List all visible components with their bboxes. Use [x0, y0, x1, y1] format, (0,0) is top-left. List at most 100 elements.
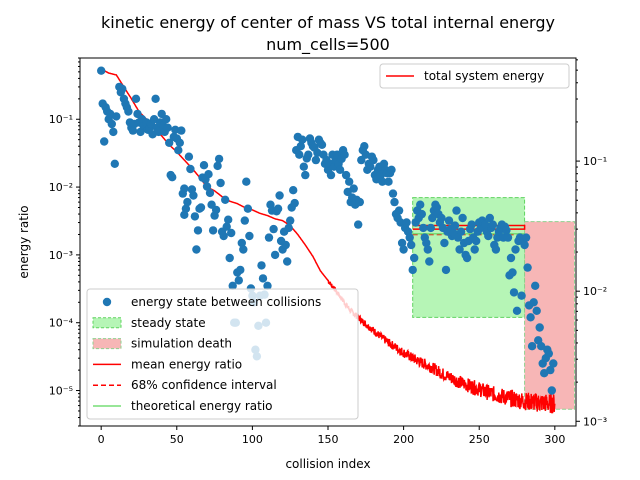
x-tick-label: 250: [469, 433, 490, 446]
legend-main-label: energy state between collisions: [131, 295, 321, 309]
data-point: [529, 298, 538, 307]
data-point: [426, 223, 435, 233]
data-point: [360, 142, 369, 151]
data-point: [402, 218, 411, 227]
data-point: [458, 213, 467, 223]
data-point: [417, 209, 426, 219]
data-point: [128, 126, 138, 135]
data-point: [345, 177, 354, 186]
data-point: [283, 257, 292, 266]
data-point: [151, 94, 160, 104]
y2-tick-label: 10⁻²: [583, 285, 607, 298]
legend-marker: [102, 297, 112, 307]
data-point: [193, 226, 203, 235]
data-point: [526, 313, 535, 322]
y2-tick-label: 10⁻¹: [583, 155, 607, 168]
data-point: [245, 231, 254, 241]
data-point: [384, 177, 393, 186]
y-tick-label: 10⁻¹: [49, 113, 73, 126]
legend-right: total system energy: [379, 63, 570, 89]
data-point: [299, 162, 308, 171]
data-point: [472, 236, 481, 246]
data-point: [301, 170, 310, 180]
x-axis: 0 50 100 150 200 250 300: [98, 426, 565, 446]
data-point: [154, 127, 163, 137]
data-point: [273, 204, 283, 213]
x-tick-label: 100: [242, 433, 263, 446]
plot-area: [97, 66, 575, 414]
data-point: [175, 138, 184, 147]
x-tick-label: 200: [393, 433, 414, 446]
data-point: [97, 66, 106, 75]
data-point: [440, 238, 449, 248]
scatter-points: [97, 66, 558, 395]
data-point: [335, 165, 345, 174]
data-point: [484, 231, 493, 241]
data-point: [257, 261, 266, 270]
legend-main-label: steady state: [131, 316, 206, 330]
data-point: [270, 250, 280, 260]
data-point: [239, 245, 248, 254]
data-point: [410, 253, 419, 263]
data-point: [547, 386, 556, 395]
legend-main-label: mean energy ratio: [131, 357, 242, 371]
legend-main-label: simulation death: [131, 337, 232, 351]
data-point: [523, 263, 532, 272]
data-point: [520, 240, 529, 250]
data-point: [184, 152, 194, 161]
data-point: [511, 245, 520, 254]
y2-axis: 10⁻³ 10⁻² 10⁻¹: [576, 59, 607, 428]
legend-swatch-steady: [92, 317, 122, 329]
data-point: [508, 268, 517, 277]
data-point: [419, 223, 428, 233]
data-point: [110, 159, 120, 168]
data-point: [349, 184, 358, 193]
data-point: [527, 342, 537, 351]
data-point: [432, 203, 442, 212]
data-point: [535, 323, 544, 332]
data-point: [183, 197, 192, 207]
data-point: [354, 220, 363, 229]
data-point: [378, 177, 387, 186]
data-point: [366, 162, 375, 171]
data-point: [296, 142, 305, 151]
data-point: [304, 150, 313, 159]
data-point: [199, 161, 209, 170]
data-point: [546, 365, 555, 375]
data-point: [286, 216, 295, 225]
legend-main-label: theoretical energy ratio: [131, 399, 273, 413]
data-point: [177, 126, 186, 135]
data-point: [258, 274, 268, 283]
data-point: [509, 288, 519, 297]
simulation-death-region: [524, 221, 575, 410]
y-axis-label: energy ratio: [17, 205, 31, 278]
data-point: [428, 213, 437, 223]
data-point: [118, 84, 127, 94]
data-point: [450, 221, 460, 230]
y-tick-label: 10⁻²: [49, 181, 73, 194]
data-point: [131, 94, 141, 104]
data-point: [211, 205, 221, 215]
data-point: [237, 238, 246, 248]
data-point: [399, 245, 408, 254]
data-point: [549, 359, 558, 368]
legend-main-box: [86, 288, 359, 420]
data-point: [298, 135, 307, 144]
y-tick-label: 10⁻³: [49, 249, 73, 262]
data-point: [222, 222, 231, 231]
data-point: [407, 240, 416, 250]
data-point: [408, 265, 417, 275]
data-point: [242, 177, 251, 186]
y-tick-label: 10⁻⁴: [49, 317, 74, 330]
data-point: [227, 228, 236, 238]
data-point: [456, 227, 466, 236]
data-point: [174, 146, 183, 155]
data-point: [216, 178, 225, 188]
data-point: [485, 213, 494, 223]
data-point: [537, 342, 546, 351]
data-point: [502, 226, 511, 235]
data-point: [162, 115, 171, 124]
data-point: [225, 253, 234, 263]
legend-swatch-death: [92, 338, 122, 350]
legend-right-label: total system energy: [424, 69, 544, 83]
